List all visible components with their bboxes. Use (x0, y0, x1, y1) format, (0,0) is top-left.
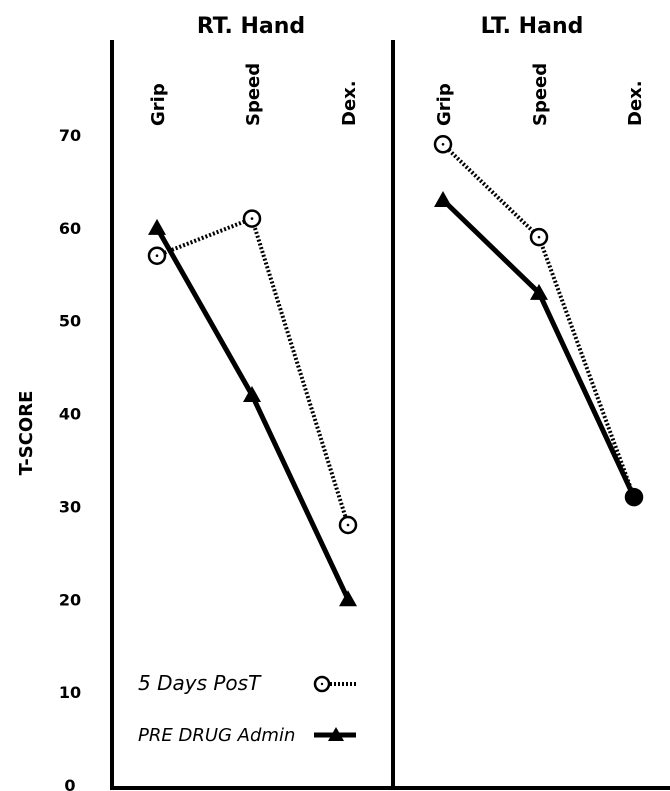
y-tick-label-0: 0 (64, 776, 75, 791)
y-tick-label-10: 10 (59, 683, 81, 702)
category-label-dex-rt: Dex. (339, 80, 360, 126)
axes (110, 40, 670, 790)
marker-pre-drug-admin-lt-1 (530, 283, 548, 300)
series-layer (147, 135, 644, 607)
marker-pre-drug-admin-rt-0 (148, 218, 166, 235)
panel-title-left-hand: LT. Hand (481, 14, 584, 39)
marker-pre-drug-admin-lt-0 (434, 191, 452, 207)
y-axis-label: T-SCORE (16, 391, 37, 476)
marker-center-dot-lt-0 (441, 142, 445, 146)
legend: 5 Days PosT PRE DRUG Admin (138, 671, 356, 746)
category-label-speed-rt: Speed (243, 63, 264, 126)
legend-triangle-marker (328, 727, 344, 741)
y-tick-label-40: 40 (59, 405, 81, 424)
marker-center-dot-rt-1 (250, 217, 254, 220)
marker-center-dot-rt-0 (155, 254, 159, 258)
y-tick-labels: 0 10 20 30 40 50 60 70 (59, 126, 81, 791)
category-label-grip-lt: Grip (434, 83, 455, 126)
category-label-grip-rt: Grip (148, 83, 169, 126)
y-tick-label-50: 50 (59, 312, 81, 331)
marker-center-dot-lt-1 (537, 235, 541, 239)
category-label-dex-lt: Dex. (625, 80, 646, 126)
y-tick-label-70: 70 (59, 126, 81, 145)
marker-center-dot-rt-2 (346, 523, 350, 527)
y-tick-label-60: 60 (59, 219, 81, 238)
category-label-speed-lt: Speed (530, 63, 551, 126)
category-labels: Grip Speed Dex. Grip Speed Dex. (148, 63, 646, 126)
series-line-5-days-post-lt (441, 142, 636, 498)
y-tick-label-20: 20 (59, 590, 81, 609)
marker-pre-drug-admin-rt-2 (339, 590, 357, 607)
y-tick-label-30: 30 (59, 497, 81, 516)
marker-5-days-post-lt-2 (624, 487, 644, 507)
panel-title-right-hand: RT. Hand (197, 14, 305, 39)
marker-pre-drug-admin-rt-1 (243, 386, 261, 402)
series-line-5-days-post-rt (156, 215, 350, 526)
legend-label-5-days-post: 5 Days PosT (138, 671, 262, 695)
legend-circle-dot (320, 682, 324, 686)
legend-label-pre-drug-admin: PRE DRUG Admin (138, 725, 295, 746)
series-line-pre-drug-admin-rt (154, 226, 351, 601)
